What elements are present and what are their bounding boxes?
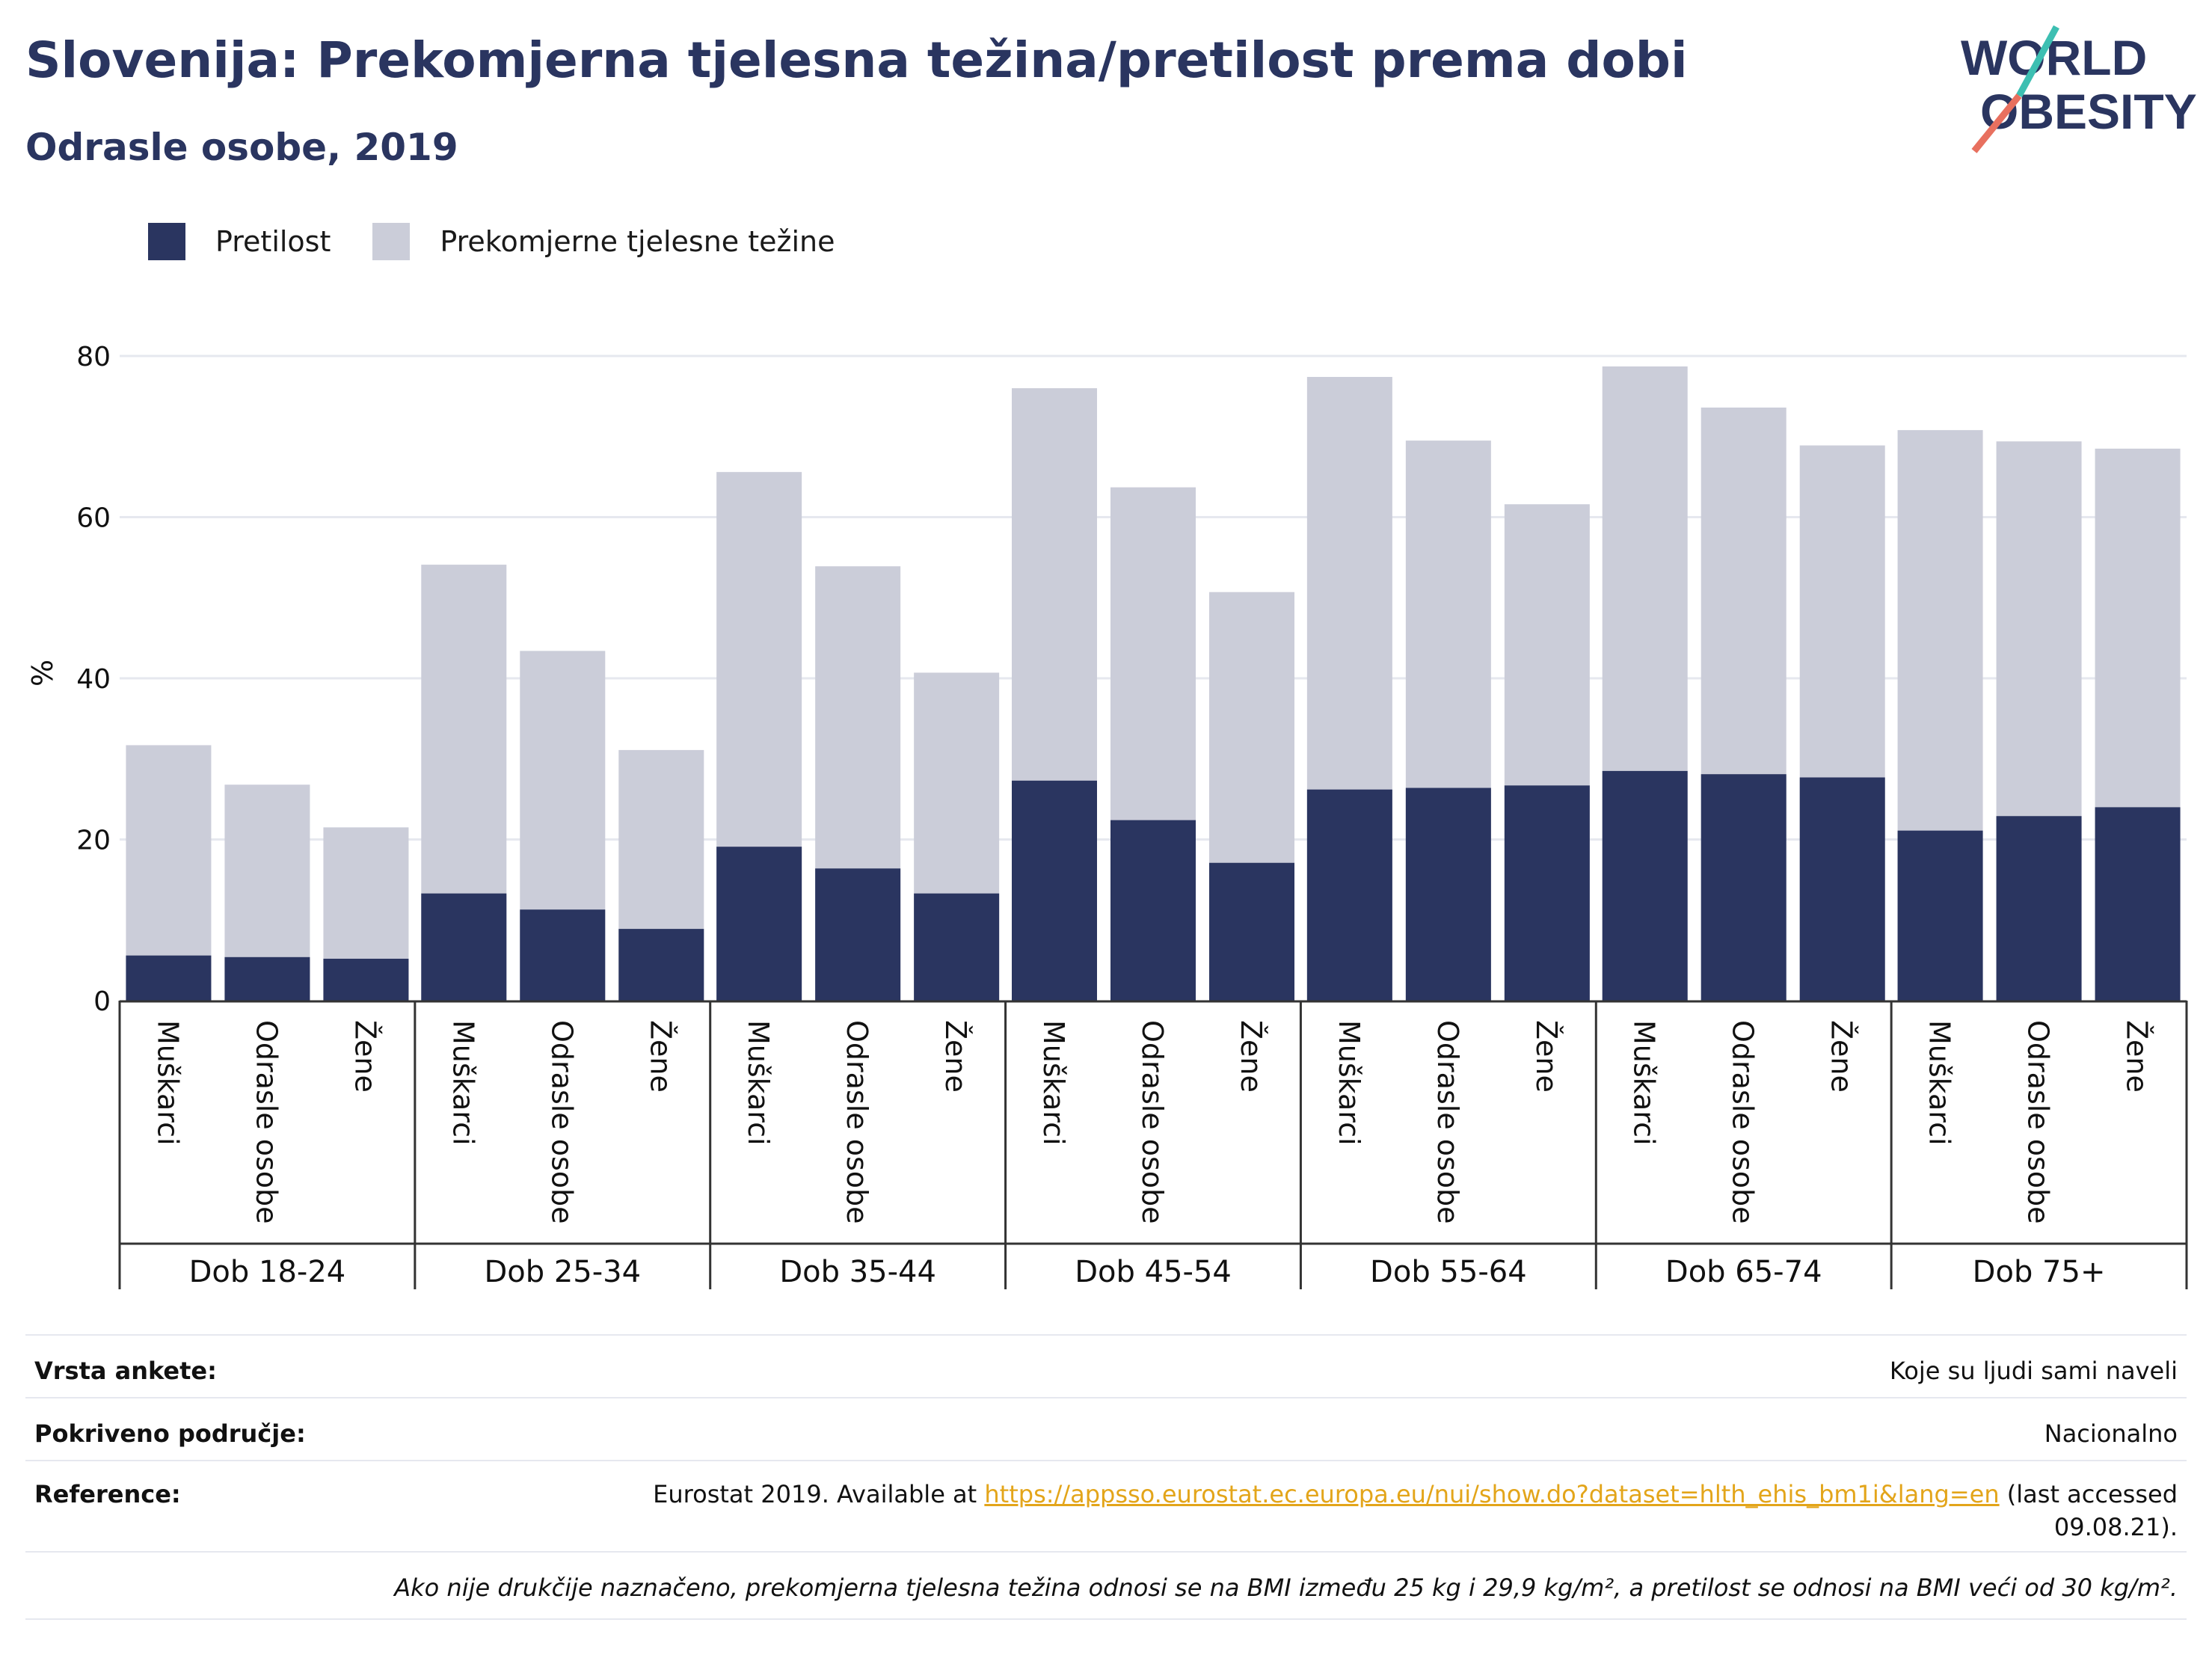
bar-obesity <box>323 958 409 1001</box>
group-label: Dob 35-44 <box>779 1255 936 1289</box>
category-label: Odrasle osobe <box>545 1020 578 1224</box>
y-tick-label: 0 <box>93 986 111 1017</box>
bar-obesity <box>1701 774 1787 1001</box>
world-obesity-logo: WORLD OBESITY <box>1961 25 2197 153</box>
bar-chart: 0 20 40 60 80 % Muškarci Odrasle osobe Žene Dob… <box>26 342 2188 1289</box>
reference-suffix: (last accessed <box>1999 1480 2178 1508</box>
bar-obesity <box>1602 770 1688 1001</box>
info-row-footnote: Ako nije drukčije naznačeno, prekomjerna… <box>25 1551 2187 1620</box>
info-row-coverage: Pokriveno područje: Nacionalno <box>25 1397 2187 1460</box>
reference-value: Eurostat 2019. Available at https://apps… <box>653 1478 2178 1551</box>
category-label: Žene <box>644 1020 677 1093</box>
bar-obesity <box>1012 780 1097 1001</box>
bar-obesity <box>1209 862 1294 1001</box>
bar-obesity <box>1897 830 1983 1001</box>
category-label: Žene <box>939 1020 972 1093</box>
category-label: Muškarci <box>151 1020 184 1146</box>
coverage-label: Pokriveno područje: <box>34 1419 306 1448</box>
group-label: Dob 55-64 <box>1370 1255 1527 1289</box>
group-label: Dob 65-74 <box>1665 1255 1822 1289</box>
category-label: Žene <box>348 1020 381 1093</box>
bar-obesity <box>520 909 606 1001</box>
coverage-value: Nacionalno <box>2044 1419 2178 1448</box>
group-label: Dob 45-54 <box>1075 1255 1232 1289</box>
category-label: Žene <box>1825 1020 1858 1093</box>
bar-obesity <box>1405 787 1491 1001</box>
legend-label-overweight: Prekomjerne tjelesne težine <box>440 225 835 258</box>
category-label: Žene <box>1235 1020 1268 1093</box>
page-title: Slovenija: Prekomjerna tjelesna težina/p… <box>25 31 1688 89</box>
info-row-reference: Reference: Eurostat 2019. Available at h… <box>25 1460 2187 1551</box>
group-label: Dob 18-24 <box>189 1255 346 1289</box>
bar-obesity <box>618 929 704 1001</box>
reference-date: 09.08.21). <box>2053 1513 2178 1541</box>
bar-obesity <box>421 893 507 1001</box>
y-tick-labels: 0 20 40 60 80 <box>76 342 111 1017</box>
y-tick-label: 20 <box>76 826 111 856</box>
y-tick-label: 40 <box>76 664 111 695</box>
legend-swatch-obesity <box>148 223 185 260</box>
reference-link[interactable]: https://appsso.eurostat.ec.europa.eu/nui… <box>984 1480 2000 1508</box>
group-label: Dob 75+ <box>1973 1255 2106 1289</box>
category-label: Muškarci <box>1333 1020 1365 1146</box>
info-row-survey: Vrsta ankete: Koje su ljudi sami naveli <box>25 1334 2187 1397</box>
category-label: Odrasle osobe <box>250 1020 283 1224</box>
logo-text-world: WORLD <box>1961 30 2147 85</box>
legend: Pretilost Prekomjerne tjelesne težine <box>148 223 877 260</box>
footnote: Ako nije drukčije naznačeno, prekomjerna… <box>394 1573 2178 1602</box>
page-subtitle: Odrasle osobe, 2019 <box>25 126 458 169</box>
category-label: Žene <box>1530 1020 1563 1093</box>
bar-obesity <box>1306 789 1392 1001</box>
category-label: Muškarci <box>742 1020 775 1146</box>
bar-obesity <box>2095 807 2181 1001</box>
y-tick-label: 80 <box>76 342 111 372</box>
reference-label: Reference: <box>34 1480 181 1508</box>
bar-obesity <box>914 893 1000 1001</box>
y-tick-label: 60 <box>76 503 111 534</box>
category-label: Odrasle osobe <box>841 1020 873 1224</box>
legend-swatch-overweight <box>372 223 411 260</box>
y-axis-label: % <box>26 660 59 687</box>
bar-obesity <box>716 847 802 1001</box>
bar-obesity <box>1110 820 1196 1001</box>
bar-obesity <box>1996 816 2082 1001</box>
group-label: Dob 25-34 <box>484 1255 641 1289</box>
survey-type-label: Vrsta ankete: <box>34 1357 217 1385</box>
x-axis: Muškarci Odrasle osobe Žene Dob 18-24 Muškar… <box>118 1000 2188 1289</box>
bar-obesity <box>1799 777 1885 1001</box>
logo-text-obesity: OBESITY <box>1980 84 2197 139</box>
logo-slash-coral <box>1971 93 2022 153</box>
reference-prefix: Eurostat 2019. Available at <box>653 1480 985 1508</box>
bar-obesity <box>815 868 901 1001</box>
info-table: Vrsta ankete: Koje su ljudi sami naveli … <box>25 1334 2187 1620</box>
category-label: Muškarci <box>1923 1020 1956 1146</box>
bar-obesity <box>224 957 310 1001</box>
logo-slash-teal <box>2016 25 2059 98</box>
category-label: Odrasle osobe <box>2022 1020 2055 1224</box>
category-label: Žene <box>2121 1020 2154 1093</box>
survey-type-value: Koje su ljudi sami naveli <box>1889 1357 2178 1385</box>
category-label: Muškarci <box>446 1020 479 1146</box>
category-label: Muškarci <box>1628 1020 1661 1146</box>
legend-label-obesity: Pretilost <box>215 225 331 258</box>
category-label: Odrasle osobe <box>1431 1020 1464 1224</box>
category-label: Muškarci <box>1037 1020 1070 1146</box>
category-label: Odrasle osobe <box>1136 1020 1169 1224</box>
category-label: Odrasle osobe <box>1727 1020 1760 1224</box>
bar-obesity <box>1504 785 1590 1001</box>
obesity-bars <box>126 770 2181 1001</box>
bar-obesity <box>126 955 212 1001</box>
